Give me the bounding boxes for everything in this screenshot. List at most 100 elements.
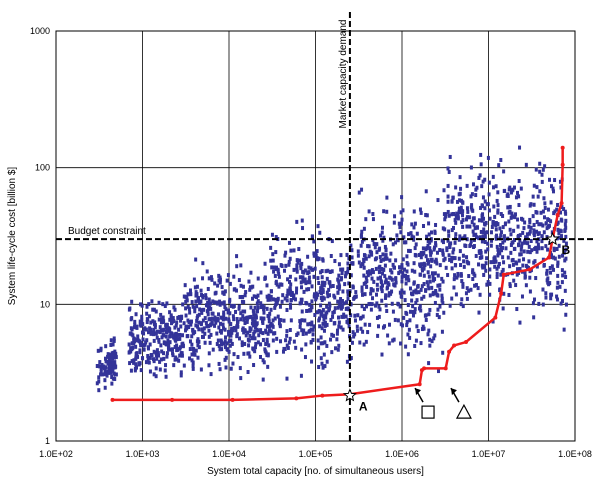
scatter-point [349,273,353,278]
scatter-point [221,322,225,327]
scatter-point [510,211,514,216]
scatter-point [534,276,538,281]
scatter-point [171,347,175,352]
scatter-point [273,305,277,310]
scatter-point [370,268,374,273]
scatter-point [193,285,197,290]
scatter-point [259,301,263,306]
scatter-point [163,368,167,373]
scatter-point [502,291,506,296]
frontier-point [110,397,115,402]
scatter-point [171,316,175,321]
scatter-point [475,185,479,190]
scatter-point [337,343,341,348]
scatter-point [111,356,115,361]
scatter-point [499,230,503,235]
scatter-point [300,218,304,223]
scatter-point [162,319,166,324]
scatter-point [375,301,379,306]
scatter-point [388,275,392,280]
scatter-point [371,296,375,301]
scatter-point [359,316,363,321]
scatter-point [195,304,199,309]
scatter-point [300,285,304,290]
x-tick-label: 1.0E+02 [39,449,73,459]
scatter-point [272,265,276,270]
frontier-point [555,213,560,218]
scatter-point [494,259,498,264]
scatter-point [564,218,568,223]
scatter-point [164,323,168,328]
scatter-point [496,190,500,195]
scatter-point [421,324,425,329]
scatter-point [548,177,552,182]
scatter-point [184,306,188,311]
scatter-point [340,299,344,304]
scatter-point [564,302,568,307]
scatter-point [269,245,273,250]
scatter-point [241,294,245,299]
scatter-point [457,256,461,261]
scatter-point [157,317,161,322]
scatter-point [384,248,388,253]
scatter-point [538,161,542,166]
scatter-point [271,252,275,257]
scatter-point [261,316,265,321]
scatter-point [344,306,348,311]
scatter-point [379,280,383,285]
scatter-point [402,267,406,272]
scatter-point [457,192,461,197]
scatter-point [289,289,293,294]
scatter-point [427,232,431,237]
scatter-point [187,320,191,325]
scatter-point [294,290,298,295]
scatter-point [231,314,235,319]
frontier-point [493,315,498,320]
point-a-star [342,388,357,402]
scatter-point [205,324,209,329]
scatter-point [404,276,408,281]
scatter-point [317,318,321,323]
scatter-point [515,307,519,312]
scatter-point [548,223,552,228]
scatter-point [518,238,522,243]
scatter-point [375,292,379,297]
scatter-point [454,292,458,297]
scatter-point [239,376,243,381]
scatter-point [461,282,465,287]
scatter-point [99,346,103,351]
scatter-point [199,288,203,293]
scatter-point [374,303,378,308]
scatter-point [438,304,442,309]
scatter-point [459,205,463,210]
scatter-point [356,249,360,254]
scatter-point [162,333,166,338]
scatter-point [219,338,223,343]
scatter-point [201,261,205,266]
scatter-point [252,294,256,299]
scatter-point [298,258,302,263]
scatter-point [226,308,230,313]
y-axis-title: System life-cycle cost [billion $] [7,167,18,306]
scatter-point [380,352,384,357]
scatter-point [483,240,487,245]
scatter-point [154,331,158,336]
scatter-point [303,277,307,282]
scatter-point [304,331,308,336]
scatter-point [489,230,493,235]
scatter-point [298,324,302,329]
scatter-point [253,315,257,320]
scatter-point [323,320,327,325]
scatter-point [146,356,150,361]
scatter-point [327,308,331,313]
scatter-point [168,317,172,322]
scatter-point [546,207,550,212]
scatter-point [283,268,287,273]
scatter-point [465,224,469,229]
scatter-point [253,305,257,310]
scatter-point [111,361,115,366]
scatter-point [452,211,456,216]
scatter-point [540,172,544,177]
scatter-point [412,225,416,230]
scatter-point [502,169,506,174]
